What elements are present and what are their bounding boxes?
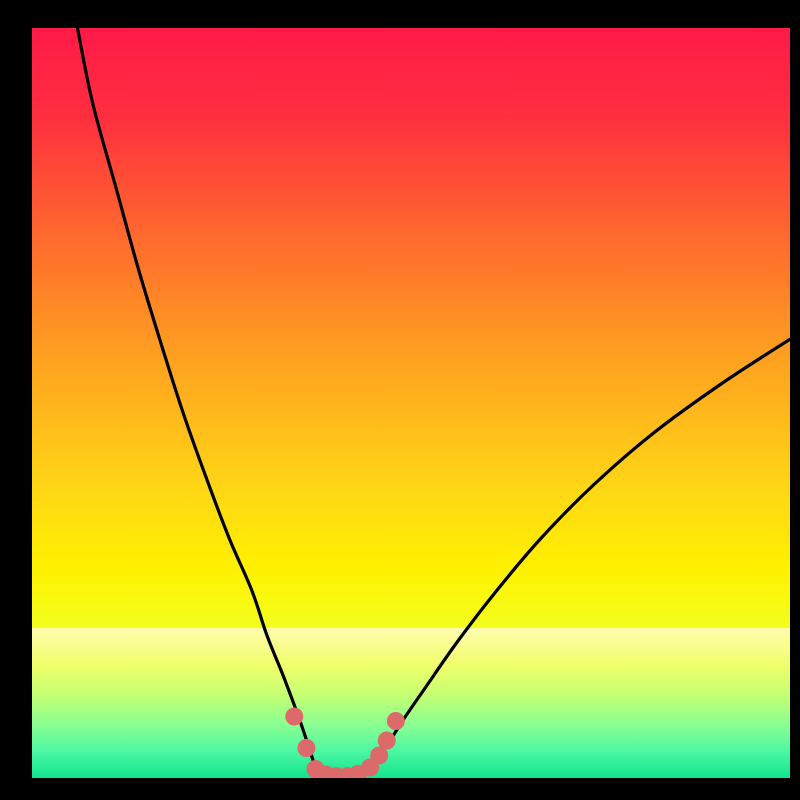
- plot-area: [32, 28, 790, 778]
- frame-right: [790, 0, 800, 800]
- plot-svg: [32, 28, 790, 778]
- marker-dot: [297, 739, 315, 757]
- frame-left: [0, 0, 32, 800]
- stage: TheBottleneck.com: [0, 0, 800, 800]
- marker-dot: [285, 708, 303, 726]
- frame-bottom: [0, 778, 800, 800]
- ground-band: [32, 628, 790, 778]
- marker-dot: [387, 712, 405, 730]
- frame-top: [0, 0, 800, 28]
- marker-dot: [378, 732, 396, 750]
